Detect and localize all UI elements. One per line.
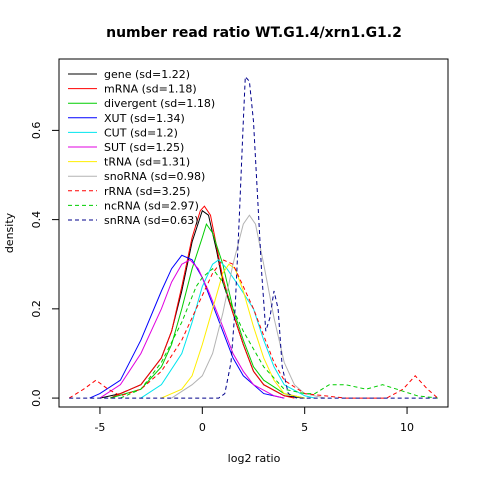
series-line-8 (68, 259, 439, 399)
legend-entry: mRNA (sd=1.18) (104, 83, 197, 96)
plot-box (58, 58, 449, 408)
x-axis-label: log2 ratio (228, 452, 281, 465)
y-tick-label: 0.2 (30, 300, 43, 318)
y-tick-label: 0.6 (30, 122, 43, 140)
legend-entry: XUT (sd=1.34) (104, 112, 185, 125)
x-axis: -5 0 5 10 (94, 407, 414, 434)
y-axis: 0.0 0.2 0.4 0.6 (30, 122, 59, 407)
legend-entry: divergent (sd=1.18) (104, 97, 215, 110)
legend-entry: SUT (sd=1.25) (104, 141, 184, 154)
legend-entry: rRNA (sd=3.25) (104, 185, 190, 198)
series-line-4 (140, 259, 316, 399)
legend-entry: gene (sd=1.22) (104, 68, 190, 81)
series-line-7 (171, 214, 326, 399)
x-tick-label: 5 (301, 421, 308, 434)
x-tick-label: 10 (400, 421, 414, 434)
series-layer (68, 75, 439, 399)
series-line-2 (110, 222, 305, 399)
legend-entry: snRNA (sd=0.63) (104, 214, 199, 227)
series-line-3 (89, 254, 285, 399)
legend: gene (sd=1.22) mRNA (sd=1.18)divergent (s… (68, 68, 215, 227)
y-tick-label: 0.0 (30, 389, 43, 407)
chart-title: number read ratio WT.G1.4/xrn1.G1.2 (106, 25, 402, 41)
legend-entry: snoRNA (sd=0.98) (104, 170, 205, 183)
legend-entry: ncRNA (sd=2.97) (104, 199, 199, 212)
series-line-5 (99, 259, 285, 399)
x-tick-label: 0 (199, 421, 206, 434)
series-line-10 (69, 75, 438, 399)
legend-entry: CUT (sd=1.2) (104, 126, 178, 139)
series-line-1 (109, 205, 295, 399)
x-tick-label: -5 (94, 421, 105, 434)
y-axis-label: density (3, 212, 16, 253)
y-tick-label: 0.4 (30, 211, 43, 229)
series-line-9 (120, 267, 438, 399)
legend-entry: tRNA (sd=1.31) (104, 156, 190, 169)
